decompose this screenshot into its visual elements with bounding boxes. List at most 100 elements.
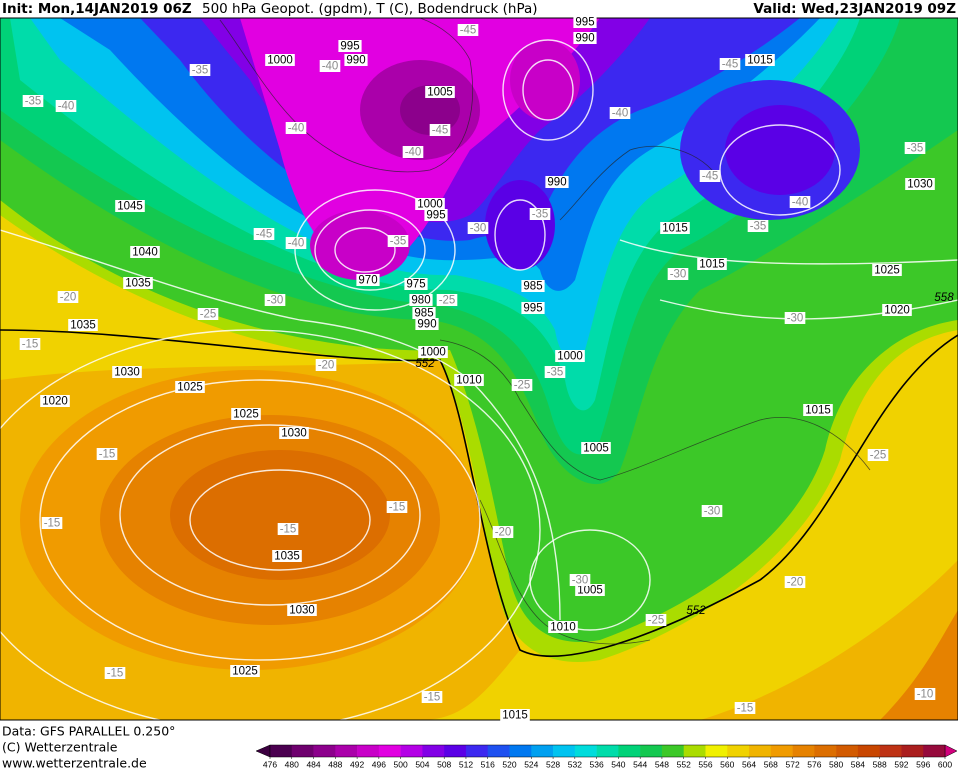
pressure-label: 1025 (230, 665, 260, 678)
temperature-label-box (386, 501, 408, 513)
pressure-label-text: 1030 (907, 179, 933, 191)
colorbar-tick-label: 600 (938, 759, 952, 769)
pressure-label-text: 1005 (583, 443, 609, 455)
pressure-label: 1000 (418, 346, 448, 359)
pressure-label-text: 1030 (289, 605, 315, 617)
temperature-label-text: -35 (547, 367, 564, 379)
field-orange (170, 450, 390, 580)
temperature-label-text: -20 (495, 527, 512, 539)
temperature-label-text: -45 (722, 59, 739, 71)
temperature-label-text: -40 (288, 238, 305, 250)
temperature-label-text: -20 (318, 360, 335, 372)
temperature-label: -20 (492, 526, 514, 539)
temperature-label-text: -35 (25, 96, 42, 108)
temperature-label-box (421, 691, 443, 703)
pressure-label-text: 985 (414, 308, 433, 320)
temperature-label-box (402, 146, 424, 158)
pressure-label-text: 980 (411, 295, 430, 307)
temperature-label: -45 (699, 170, 721, 183)
pressure-label-box (548, 621, 578, 633)
temperature-label: -30 (784, 312, 806, 325)
temperature-label-text: -25 (870, 450, 887, 462)
pressure-label-box (287, 604, 317, 616)
colorbar-tick-label: 520 (502, 759, 516, 769)
temperature-label: -20 (315, 359, 337, 372)
pressure-label-box (231, 408, 261, 420)
temperature-label-box (645, 614, 667, 626)
colorbar-segment (792, 745, 815, 757)
colorbar-tick-label: 576 (807, 759, 821, 769)
temperature-label-box (784, 576, 806, 588)
colorbar-segment (422, 745, 445, 757)
colorbar-segment (618, 745, 641, 757)
temperature-label-text: -10 (917, 689, 934, 701)
temperature-label: -35 (387, 235, 409, 248)
pressure-label-text: 1015 (805, 405, 831, 417)
colorbar-tick-label: 492 (350, 759, 364, 769)
temperature-label: -15 (386, 501, 408, 514)
pressure-label-box (882, 304, 912, 316)
pressure-label: 1025 (872, 264, 902, 277)
temperature-label-box (699, 170, 721, 182)
pressure-label: 1000 (415, 198, 445, 211)
colorbar-tick-label: 596 (916, 759, 930, 769)
temperature-label: -25 (197, 308, 219, 321)
temperature-label: -40 (789, 196, 811, 209)
temperature-label: -15 (277, 523, 299, 536)
pressure-label-text: 1030 (114, 367, 140, 379)
pressure-label-box (230, 665, 260, 677)
colorbar-segment (444, 745, 467, 757)
temperature-label-box (609, 107, 631, 119)
pressure-label-text: 995 (426, 210, 445, 222)
pressure-label-box (412, 307, 436, 319)
temperature-label-box (784, 312, 806, 324)
temperature-label: -40 (402, 146, 424, 159)
colorbar-tick-label: 540 (611, 759, 625, 769)
pressure-label: 985 (521, 280, 545, 293)
temperature-label: -15 (104, 667, 126, 680)
colorbar-segment (531, 745, 554, 757)
colorbar-segment (705, 745, 728, 757)
temperature-label-box (457, 24, 479, 36)
pressure-label: 995 (424, 209, 448, 222)
pressure-label: 1030 (279, 427, 309, 440)
pressure-label-text: 970 (358, 275, 377, 287)
map-frame (0, 17, 958, 721)
colorbar-tick-label: 564 (742, 759, 756, 769)
temperature-label: -25 (867, 449, 889, 462)
temperature-label-text: -40 (322, 61, 339, 73)
temperature-label-text: -35 (192, 65, 209, 77)
colorbar-over (944, 744, 958, 758)
colorbar-segment (923, 745, 946, 757)
pressure-label-text: 1000 (420, 347, 446, 359)
pressure-label: 1035 (123, 277, 153, 290)
pressure-label-box (660, 222, 690, 234)
pressure-label-text: 1035 (70, 320, 96, 332)
temperature-label: -25 (511, 379, 533, 392)
temperature-label-box (747, 220, 769, 232)
temperature-label: -40 (319, 60, 341, 73)
colorbar-tick-label: 592 (894, 759, 908, 769)
temperature-label: -45 (457, 24, 479, 37)
temperature-label-box (104, 667, 126, 679)
colorbar-segment (357, 745, 380, 757)
temperature-label: -20 (57, 291, 79, 304)
colorbar-segment (291, 745, 314, 757)
temperature-label-box (315, 359, 337, 371)
temperature-label-text: -30 (670, 269, 687, 281)
pressure-label-box (555, 350, 585, 362)
temperature-label-text: -25 (648, 615, 665, 627)
colorbar-segment (596, 745, 619, 757)
colorbar-segment (727, 745, 750, 757)
geopotential-label: 558 (934, 292, 954, 304)
pressure-label-text: 1045 (117, 201, 143, 213)
temperature-label: -15 (19, 338, 41, 351)
pressure-label: 1025 (231, 408, 261, 421)
colorbar-segment (857, 745, 880, 757)
pressure-label-box (356, 274, 380, 286)
pressure-label: 1000 (265, 54, 295, 67)
pressure-label-text: 1005 (577, 585, 603, 597)
geopotential-label: 552 (415, 358, 435, 370)
temperature-label-text: -40 (288, 123, 305, 135)
colorbar-tick-label: 500 (394, 759, 408, 769)
